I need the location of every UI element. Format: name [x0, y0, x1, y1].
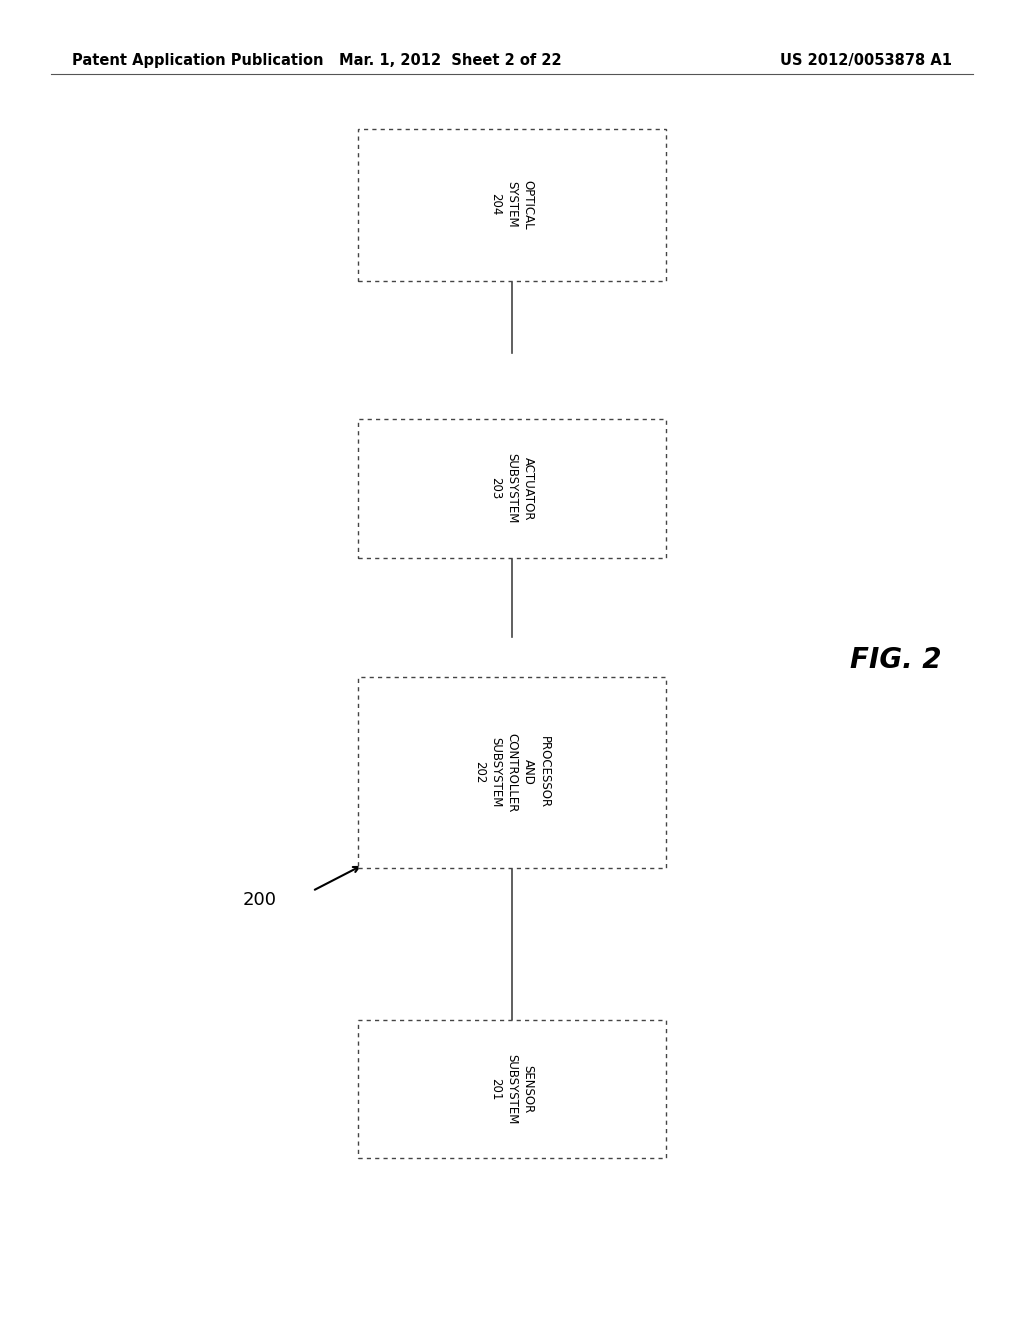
Bar — [358, 129, 666, 281]
Text: OPTICAL
SYSTEM
204: OPTICAL SYSTEM 204 — [489, 180, 535, 230]
Text: ACTUATOR
SUBSYSTEM
203: ACTUATOR SUBSYSTEM 203 — [489, 453, 535, 524]
Bar — [358, 677, 666, 869]
Text: Mar. 1, 2012  Sheet 2 of 22: Mar. 1, 2012 Sheet 2 of 22 — [339, 53, 562, 67]
Text: FIG. 2: FIG. 2 — [850, 645, 941, 675]
Text: PROCESSOR
AND
CONTROLLER
SUBSYSTEM
202: PROCESSOR AND CONTROLLER SUBSYSTEM 202 — [473, 733, 551, 812]
Text: Patent Application Publication: Patent Application Publication — [72, 53, 324, 67]
Text: SENSOR
SUBSYSTEM
201: SENSOR SUBSYSTEM 201 — [489, 1053, 535, 1125]
Bar — [358, 418, 666, 557]
Text: 200: 200 — [243, 891, 276, 909]
Bar — [358, 1020, 666, 1159]
Text: US 2012/0053878 A1: US 2012/0053878 A1 — [780, 53, 952, 67]
